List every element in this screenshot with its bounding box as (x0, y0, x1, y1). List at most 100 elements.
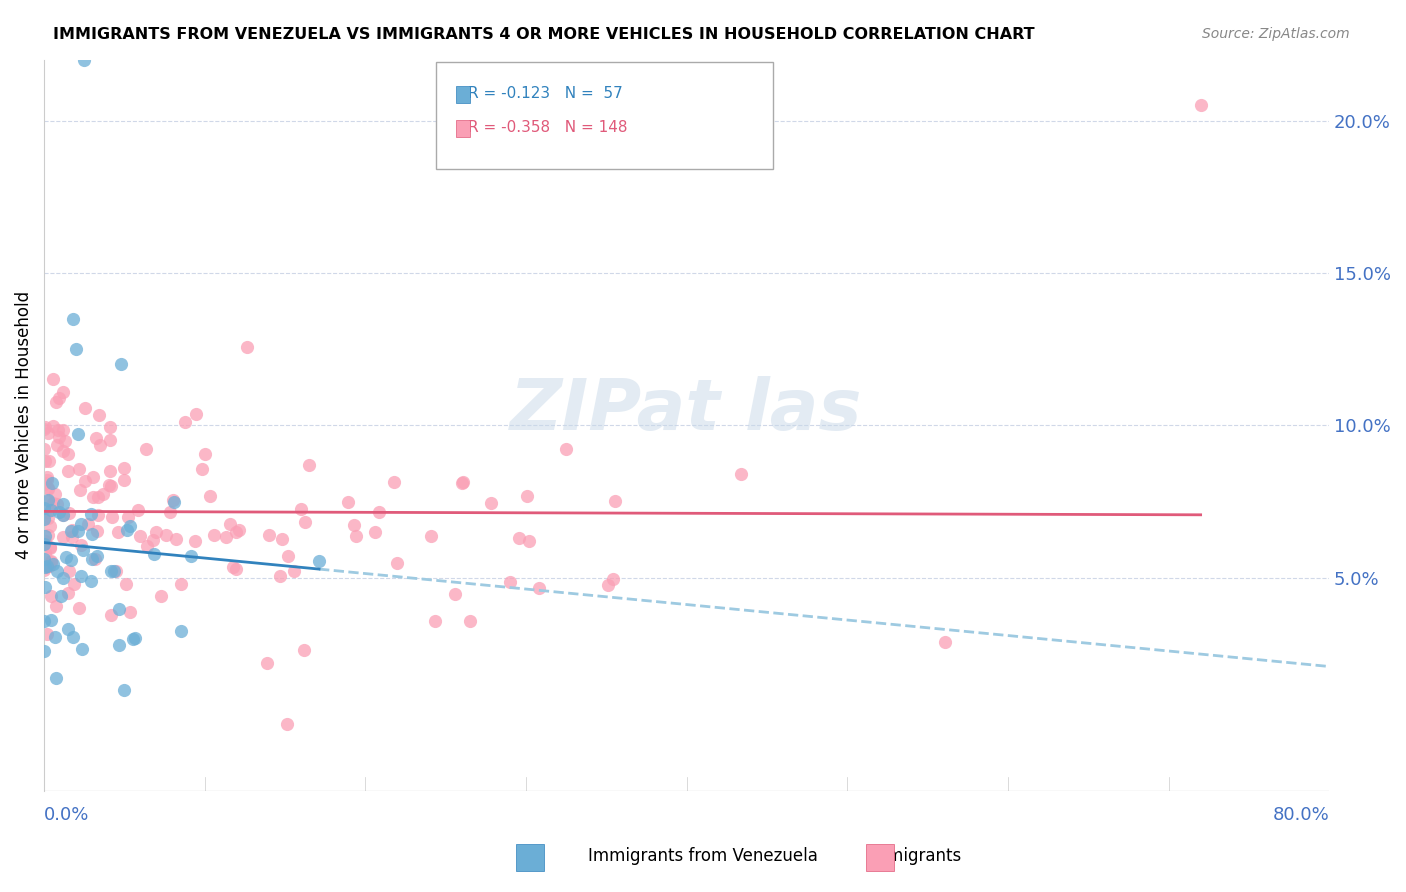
Immigrants from Venezuela (67, 426, 90, 441)
Immigrants (283, 564, 305, 578)
Immigrants (63, 577, 86, 591)
Immigrants from Venezuela (34, 560, 56, 574)
Immigrants from Venezuela (41, 475, 63, 490)
Immigrants (84, 552, 107, 566)
Immigrants (184, 533, 207, 548)
Immigrants (1189, 98, 1212, 112)
Immigrants (294, 516, 316, 530)
Immigrants (191, 462, 214, 476)
Immigrants (87, 491, 110, 505)
Immigrants from Venezuela (143, 547, 166, 561)
Immigrants (38, 454, 60, 468)
Immigrants from Venezuela (32, 614, 55, 628)
Immigrants (32, 508, 55, 522)
Immigrants from Venezuela (70, 569, 93, 583)
Immigrants (290, 501, 312, 516)
Immigrants (35, 559, 58, 574)
Immigrants (34, 454, 56, 468)
Immigrants (69, 483, 91, 497)
Immigrants (276, 717, 298, 731)
Immigrants (34, 475, 56, 490)
Immigrants from Venezuela (32, 512, 55, 526)
Immigrants (89, 408, 111, 422)
Immigrants from Venezuela (80, 527, 103, 541)
Immigrants (46, 423, 69, 437)
Immigrants (34, 545, 56, 559)
Immigrants from Venezuela (52, 497, 75, 511)
Immigrants (98, 478, 121, 492)
Immigrants from Venezuela (100, 564, 122, 578)
Immigrants (38, 558, 60, 573)
Immigrants (228, 524, 250, 538)
Immigrants from Venezuela (73, 53, 96, 67)
Immigrants (277, 549, 299, 563)
Immigrants (32, 477, 55, 491)
Immigrants from Venezuela (62, 311, 84, 326)
Immigrants (420, 529, 443, 543)
Immigrants (269, 569, 291, 583)
Immigrants (155, 528, 177, 542)
Immigrants (67, 601, 90, 615)
Immigrants from Venezuela (70, 642, 93, 657)
Immigrants (479, 496, 502, 510)
Immigrants (32, 563, 55, 577)
Immigrants from Venezuela (124, 632, 146, 646)
Text: 0.0%: 0.0% (44, 806, 90, 824)
Immigrants (82, 470, 104, 484)
Immigrants from Venezuela (56, 622, 79, 636)
Immigrants (117, 510, 139, 524)
Immigrants (337, 494, 360, 508)
Immigrants (45, 438, 67, 452)
Immigrants (32, 442, 55, 457)
Immigrants (605, 494, 627, 508)
Immigrants (730, 467, 752, 481)
Immigrants (169, 576, 191, 591)
Immigrants (105, 564, 128, 578)
Immigrants (112, 461, 135, 475)
Immigrants from Venezuela (163, 495, 186, 509)
Immigrants (145, 524, 167, 539)
Immigrants from Venezuela (65, 342, 87, 356)
Immigrants from Venezuela (72, 543, 94, 558)
Immigrants (82, 490, 104, 504)
Immigrants (98, 433, 121, 447)
Immigrants (100, 510, 122, 524)
Immigrants (39, 590, 62, 604)
Immigrants (38, 518, 60, 533)
Immigrants (52, 384, 75, 399)
Immigrants from Venezuela (80, 574, 103, 588)
Immigrants (37, 482, 59, 496)
Immigrants (367, 505, 389, 519)
Immigrants (53, 434, 76, 449)
Immigrants (98, 464, 121, 478)
Immigrants (35, 505, 58, 519)
Text: Source: ZipAtlas.com: Source: ZipAtlas.com (1202, 27, 1350, 41)
Immigrants from Venezuela (35, 559, 58, 574)
Immigrants (34, 534, 56, 549)
Immigrants (596, 578, 619, 592)
Immigrants (443, 587, 465, 601)
Immigrants (38, 540, 60, 554)
Immigrants (52, 530, 75, 544)
Immigrants (382, 475, 405, 490)
Immigrants (56, 447, 79, 461)
Immigrants (52, 424, 75, 438)
Immigrants (256, 656, 278, 670)
Immigrants (115, 577, 138, 591)
Immigrants (42, 372, 65, 386)
Immigrants from Venezuela (44, 631, 66, 645)
Immigrants (42, 419, 65, 434)
Immigrants (519, 534, 541, 549)
Immigrants (60, 523, 83, 537)
Immigrants from Venezuela (52, 571, 75, 585)
Immigrants (52, 444, 75, 458)
Immigrants (127, 503, 149, 517)
Immigrants from Venezuela (32, 551, 55, 566)
Immigrants (38, 541, 60, 555)
Immigrants (34, 420, 56, 434)
Immigrants (135, 539, 157, 553)
Immigrants (142, 533, 165, 548)
Immigrants from Venezuela (48, 505, 70, 519)
Immigrants (37, 481, 59, 495)
Immigrants from Venezuela (51, 589, 73, 603)
